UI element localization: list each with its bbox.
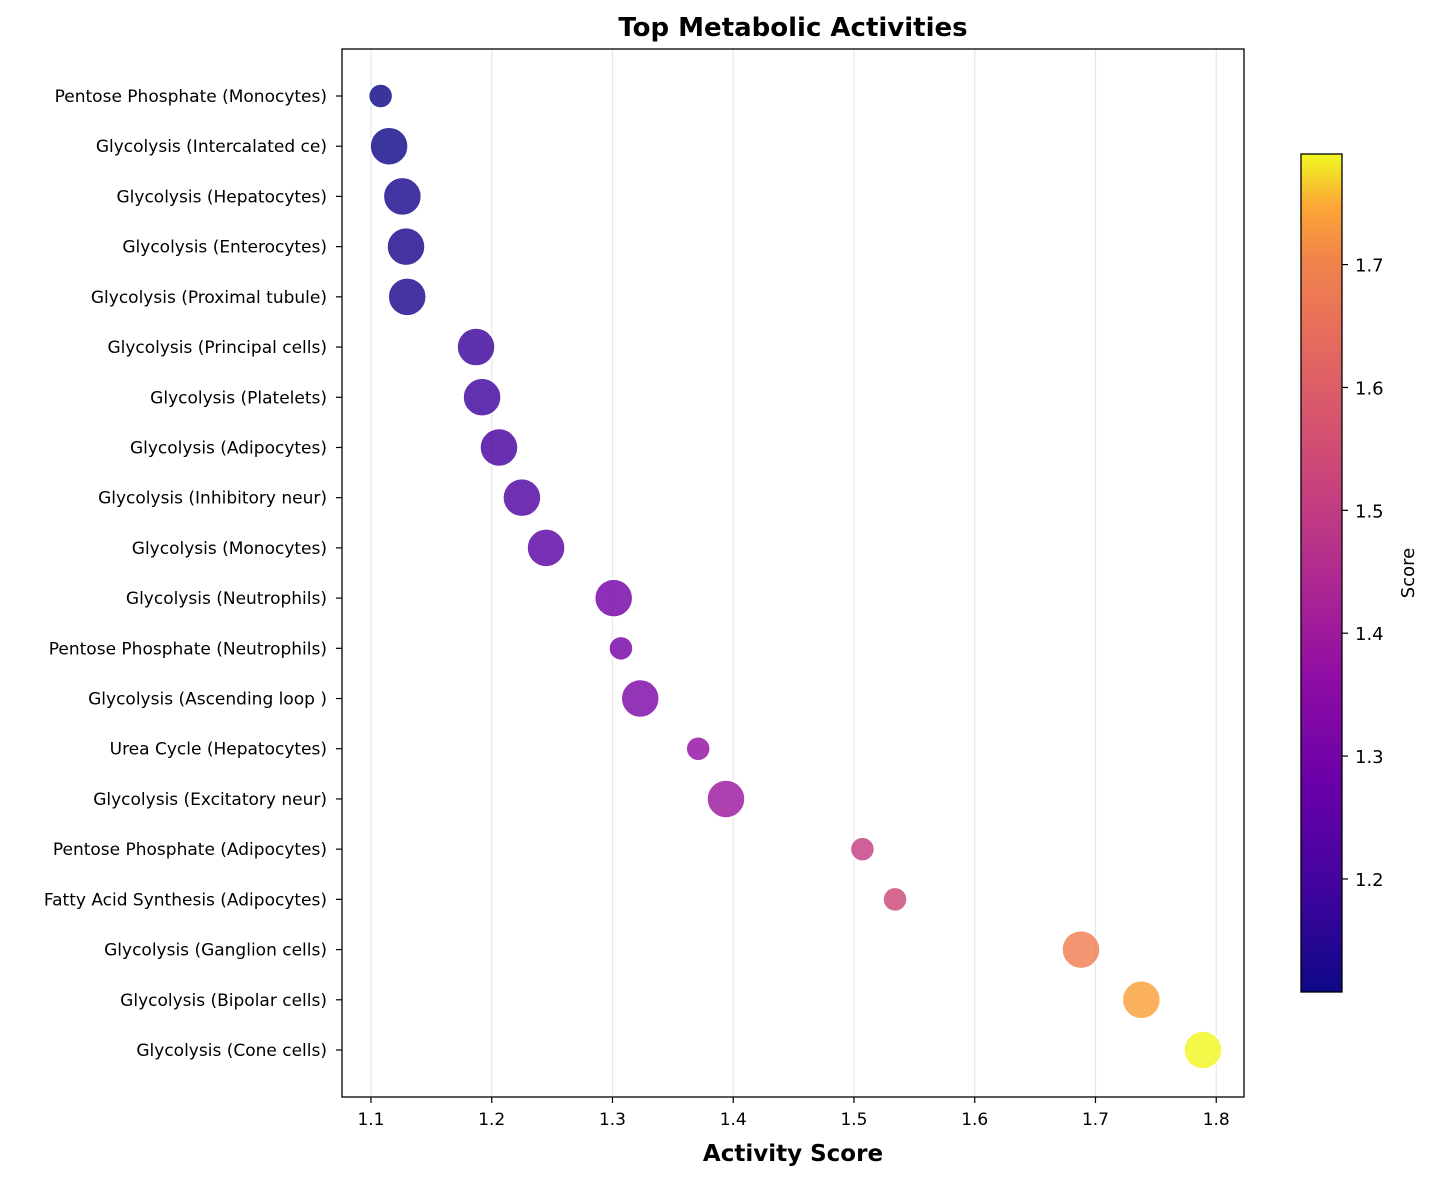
y-tick-label: Glycolysis (Bipolar cells) (120, 991, 327, 1011)
x-tick-label: 1.8 (1203, 1110, 1230, 1130)
x-tick-label: 1.4 (720, 1110, 747, 1130)
colorbar-ticks: 1.2 1.3 1.4 1.5 1.6 1.7 (1342, 256, 1384, 891)
data-point (849, 836, 876, 862)
y-tick-label: Glycolysis (Principal cells) (107, 338, 327, 358)
y-tick-label: Pentose Phosphate (Adipocytes) (53, 840, 327, 860)
x-axis: 1.1 1.2 1.3 1.4 1.5 1.6 1.7 1.8 (357, 1097, 1230, 1130)
y-tick-label: Glycolysis (Platelets) (150, 388, 327, 408)
y-tick-label: Pentose Phosphate (Monocytes) (55, 87, 327, 107)
chart-title: Top Metabolic Activities (618, 13, 967, 43)
data-point (882, 886, 908, 913)
y-tick-label: Urea Cycle (Hepatocytes) (110, 740, 327, 760)
points-layer (367, 83, 1223, 1070)
y-tick-label: Glycolysis (Enterocytes) (122, 238, 327, 258)
data-point (608, 635, 634, 662)
colorbar-label: Score (1398, 548, 1419, 598)
colorbar-gradient (1300, 153, 1343, 993)
data-point (685, 735, 711, 762)
colorbar-tick-label: 1.5 (1355, 501, 1384, 522)
colorbar-tick-label: 1.4 (1355, 624, 1384, 645)
colorbar-tick-label: 1.3 (1355, 747, 1384, 768)
y-tick-label: Glycolysis (Neutrophils) (126, 589, 327, 609)
x-tick-label: 1.2 (478, 1110, 505, 1130)
y-tick-label: Glycolysis (Adipocytes) (130, 438, 327, 458)
y-tick-label: Glycolysis (Intercalated ce) (96, 137, 327, 157)
data-point (387, 277, 427, 317)
y-tick-label: Glycolysis (Hepatocytes) (117, 187, 328, 207)
y-tick-label: Glycolysis (Excitatory neur) (93, 790, 327, 810)
y-axis: Pentose Phosphate (Monocytes) Glycolysis … (44, 87, 342, 1061)
colorbar-tick-label: 1.7 (1355, 256, 1384, 277)
data-point (382, 176, 423, 217)
plot-frame (341, 48, 1245, 1098)
y-tick-label: Pentose Phosphate (Neutrophils) (49, 639, 327, 659)
x-tick-label: 1.7 (1082, 1110, 1109, 1130)
data-point (526, 528, 566, 568)
data-point (1183, 1030, 1223, 1070)
colorbar: 1.2 1.3 1.4 1.5 1.6 1.7 Score (1300, 153, 1419, 993)
y-tick-label: Fatty Acid Synthesis (Adipocytes) (44, 890, 327, 910)
data-point (462, 377, 502, 418)
data-point (369, 126, 409, 166)
data-point (456, 327, 496, 367)
y-tick-label: Glycolysis (Proximal tubule) (91, 288, 327, 308)
data-point (502, 477, 542, 518)
data-point (593, 578, 634, 618)
y-tick-label: Glycolysis (Ascending loop ) (88, 690, 327, 710)
y-tick-label: Glycolysis (Ganglion cells) (104, 941, 327, 961)
x-tick-label: 1.5 (840, 1110, 867, 1130)
y-tick-label: Glycolysis (Cone cells) (136, 1041, 327, 1061)
x-axis-label: Activity Score (703, 1141, 883, 1167)
colorbar-tick-label: 1.2 (1355, 870, 1384, 891)
data-point (479, 427, 519, 468)
data-point (386, 226, 426, 267)
y-tick-label: Glycolysis (Inhibitory neur) (98, 489, 327, 509)
y-tick-label: Glycolysis (Monocytes) (132, 539, 327, 559)
data-point (1121, 980, 1162, 1020)
x-tick-label: 1.1 (357, 1110, 384, 1130)
data-point (620, 678, 661, 719)
colorbar-tick-label: 1.6 (1355, 378, 1384, 399)
data-point (706, 779, 746, 819)
data-point (367, 83, 394, 109)
grid-layer (370, 49, 1217, 1097)
data-point (1061, 929, 1101, 970)
x-tick-label: 1.6 (961, 1110, 988, 1130)
x-tick-label: 1.3 (599, 1110, 626, 1130)
